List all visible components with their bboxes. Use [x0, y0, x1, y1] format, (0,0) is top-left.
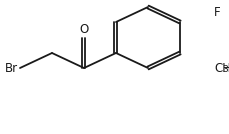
Text: 3: 3	[221, 66, 227, 75]
Text: Br: Br	[5, 62, 18, 75]
Text: CH: CH	[213, 62, 229, 75]
Text: F: F	[213, 5, 220, 18]
Text: O: O	[79, 23, 88, 36]
